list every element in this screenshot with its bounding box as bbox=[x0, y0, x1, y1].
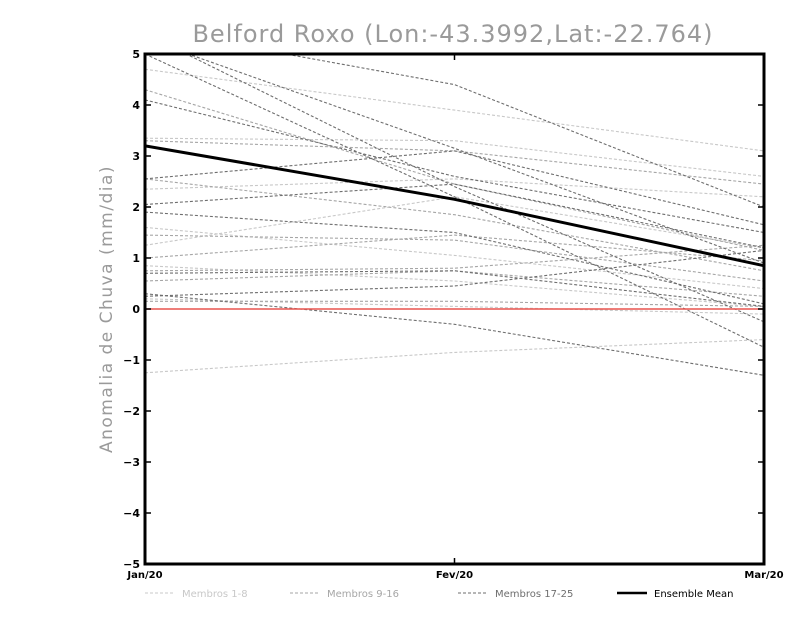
series-line-21 bbox=[145, 150, 764, 226]
y-tick-label: −5 bbox=[123, 558, 140, 571]
series-line-1 bbox=[145, 68, 764, 152]
y-tick-label: −2 bbox=[123, 405, 140, 418]
series-line-5 bbox=[145, 196, 764, 249]
series-line-22 bbox=[145, 183, 764, 249]
x-tick-label: Fev/20 bbox=[436, 570, 473, 581]
y-tick-label: 1 bbox=[132, 252, 140, 265]
series-line-20 bbox=[145, 99, 764, 234]
series-line-26 bbox=[145, 249, 764, 297]
series-line-17 bbox=[282, 54, 764, 208]
series-line-23 bbox=[145, 211, 764, 305]
series-line-24 bbox=[145, 270, 764, 307]
y-tick-label: −1 bbox=[123, 354, 140, 367]
y-tick-label: 3 bbox=[132, 150, 140, 163]
y-tick-layer: −5 −4 −3 −2 −1 0 1 2 3 4 5 bbox=[123, 48, 764, 571]
y-tick-label: 4 bbox=[132, 99, 140, 112]
series-line-14 bbox=[145, 270, 764, 297]
series-line-6 bbox=[145, 265, 764, 307]
y-tick-label: −4 bbox=[123, 507, 140, 520]
x-tick-layer: Jan/20 Fev/20 Mar/20 bbox=[126, 54, 784, 581]
ensemble-mean-line bbox=[145, 144, 764, 268]
series-line-4 bbox=[145, 226, 764, 290]
series-line-19 bbox=[145, 54, 764, 348]
series-line-11 bbox=[145, 178, 764, 272]
series-line-9 bbox=[145, 89, 764, 251]
chart-title: Belford Roxo (Lon:-43.3992,Lat:-22.764) bbox=[192, 20, 713, 48]
series-line-7 bbox=[145, 339, 764, 374]
y-tick-label: 5 bbox=[132, 48, 140, 61]
series-line-25 bbox=[145, 293, 764, 376]
x-tick-label: Mar/20 bbox=[744, 570, 783, 581]
y-tick-label: −3 bbox=[123, 456, 140, 469]
series-line-2 bbox=[145, 137, 764, 177]
mean-layer bbox=[145, 144, 764, 268]
series-line-15 bbox=[145, 300, 764, 307]
legend: Membros 1-8 Membros 9-16 Membros 17-25 Ense… bbox=[145, 589, 733, 600]
series-line-12 bbox=[145, 234, 764, 282]
legend-label-1: Membros 1-8 bbox=[182, 589, 248, 600]
y-tick-label: 0 bbox=[132, 303, 140, 316]
series-line-10 bbox=[145, 140, 764, 185]
series-line-8 bbox=[145, 298, 764, 315]
series-line-27 bbox=[185, 54, 764, 323]
series-line-16 bbox=[145, 244, 764, 272]
legend-label-3: Membros 17-25 bbox=[495, 589, 573, 600]
y-tick-label: 2 bbox=[132, 201, 140, 214]
series-line-13 bbox=[145, 234, 764, 262]
legend-label-4: Ensemble Mean bbox=[654, 589, 733, 600]
y-axis-label: Anomalia de Chuva (mm/dia) bbox=[97, 165, 117, 453]
x-tick-label: Jan/20 bbox=[126, 570, 162, 581]
series-layer bbox=[145, 54, 764, 376]
legend-label-2: Membros 9-16 bbox=[327, 589, 399, 600]
series-line-3 bbox=[145, 178, 764, 198]
